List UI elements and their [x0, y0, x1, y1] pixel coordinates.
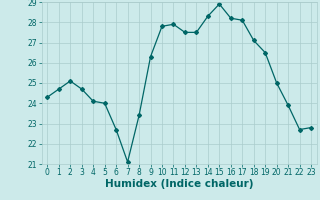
X-axis label: Humidex (Indice chaleur): Humidex (Indice chaleur): [105, 179, 253, 189]
